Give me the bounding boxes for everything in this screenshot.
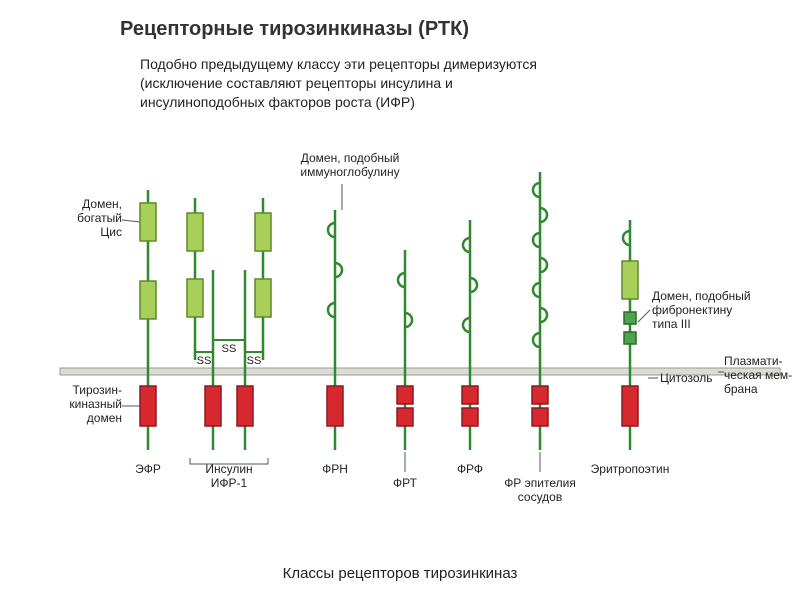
svg-text:SS: SS — [197, 355, 212, 367]
label-frf: ФРФ — [457, 462, 483, 476]
svg-text:SS: SS — [247, 355, 262, 367]
fn3-domain-label: Домен, подобныйфибронектинутипа III — [652, 290, 772, 331]
label-efr: ЭФР — [135, 462, 161, 476]
label-vegf: ФР эпителиясосудов — [504, 476, 576, 504]
label-epo: Эритропоэтин — [591, 462, 670, 476]
membrane-label: Плазмати-ческая мем-брана — [724, 355, 794, 396]
diagram-caption: Классы рецепторов тирозинкиназ — [0, 565, 800, 582]
svg-text:SS: SS — [222, 343, 237, 355]
ig-domain-label: Домен, подобныйиммуноглобулину — [280, 152, 420, 180]
page-subtitle: Подобно предыдущему классу эти рецепторы… — [140, 55, 580, 112]
cytosol-label: Цитозоль — [660, 372, 720, 386]
label-frn: ФРН — [322, 462, 348, 476]
label-frt: ФРТ — [393, 476, 417, 490]
cys-domain-label: Домен,богатыйЦис — [70, 198, 122, 239]
label-insulin: ИнсулинИФР-1 — [205, 462, 252, 490]
page-title: Рецепторные тирозинкиназы (РТК) — [120, 18, 469, 41]
rtk-diagram: SS SS SS Домен,богатыйЦис Тирозин-киназный… — [0, 150, 800, 570]
tk-domain-label: Тирозин-киназныйдомен — [60, 384, 122, 425]
